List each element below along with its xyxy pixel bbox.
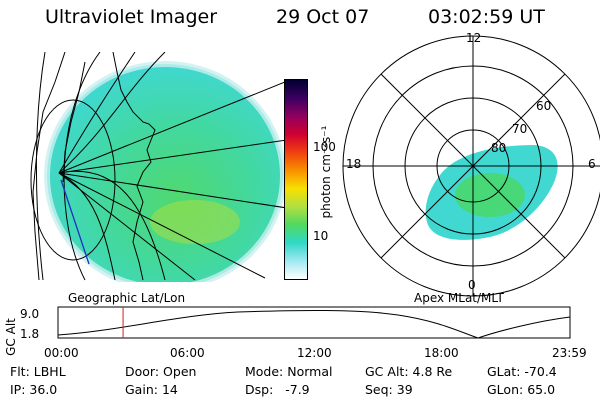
aurora-yellow-patch [150, 200, 240, 244]
altitude-curve [57, 309, 571, 339]
geographic-image [30, 52, 285, 282]
polar-grid [342, 35, 600, 297]
info-seq: Seq: 39 [365, 382, 413, 397]
colorbar-tick-100: 100 [313, 140, 336, 154]
info-glon: GLon: 65.0 [487, 382, 556, 397]
altitude-xtick-1200: 12:00 [297, 346, 332, 360]
lat-label-60: 60 [536, 99, 551, 113]
info-flt: Flt: LBHL [10, 364, 66, 379]
geographic-caption: Geographic Lat/Lon [68, 291, 186, 305]
aurora-outer-haze [44, 61, 285, 282]
header-date: 29 Oct 07 [276, 6, 370, 28]
auroral-oval-bright [455, 173, 525, 217]
info-glat: GLat: -70.4 [487, 364, 557, 379]
altitude-xtick-2359: 23:59 [552, 346, 587, 360]
altitude-ytick-max: 9.0 [20, 307, 40, 321]
header-time: 03:02:59 UT [428, 6, 545, 28]
info-dsp: Dsp: -7.9 [245, 382, 310, 397]
colorbar [284, 79, 308, 280]
lat-label-70: 70 [512, 122, 527, 136]
altitude-ytick-min: 1.8 [20, 327, 40, 341]
altitude-plot [57, 306, 571, 339]
mlt-label-12: 12 [466, 31, 481, 45]
info-door: Door: Open [125, 364, 197, 379]
colorbar-tick-10: 10 [313, 229, 329, 243]
info-mode: Mode: Normal [245, 364, 333, 379]
mlt-label-18: 18 [346, 157, 361, 171]
altitude-xtick-0000: 00:00 [44, 346, 79, 360]
instrument-title: Ultraviolet Imager [45, 6, 218, 28]
info-ip: IP: 36.0 [10, 382, 58, 397]
apex-caption: Apex MLat/MLT [414, 291, 504, 305]
info-gc-alt: GC Alt: 4.8 Re [365, 364, 453, 379]
satellite-track [60, 179, 90, 265]
coastline [32, 52, 156, 281]
altitude-xtick-0600: 06:00 [170, 346, 205, 360]
altitude-ylabel: GC Alt [4, 318, 18, 356]
colorbar-label: photon cm⁻²s⁻¹ [319, 125, 333, 219]
polar-plot: 12 18 6 0 60 70 80 [342, 31, 600, 297]
mlt-label-6: 6 [588, 157, 596, 171]
info-gain: Gain: 14 [125, 382, 178, 397]
altitude-xtick-1800: 18:00 [424, 346, 459, 360]
lat-label-80: 80 [491, 141, 506, 155]
mlt-label-0: 0 [468, 278, 476, 292]
